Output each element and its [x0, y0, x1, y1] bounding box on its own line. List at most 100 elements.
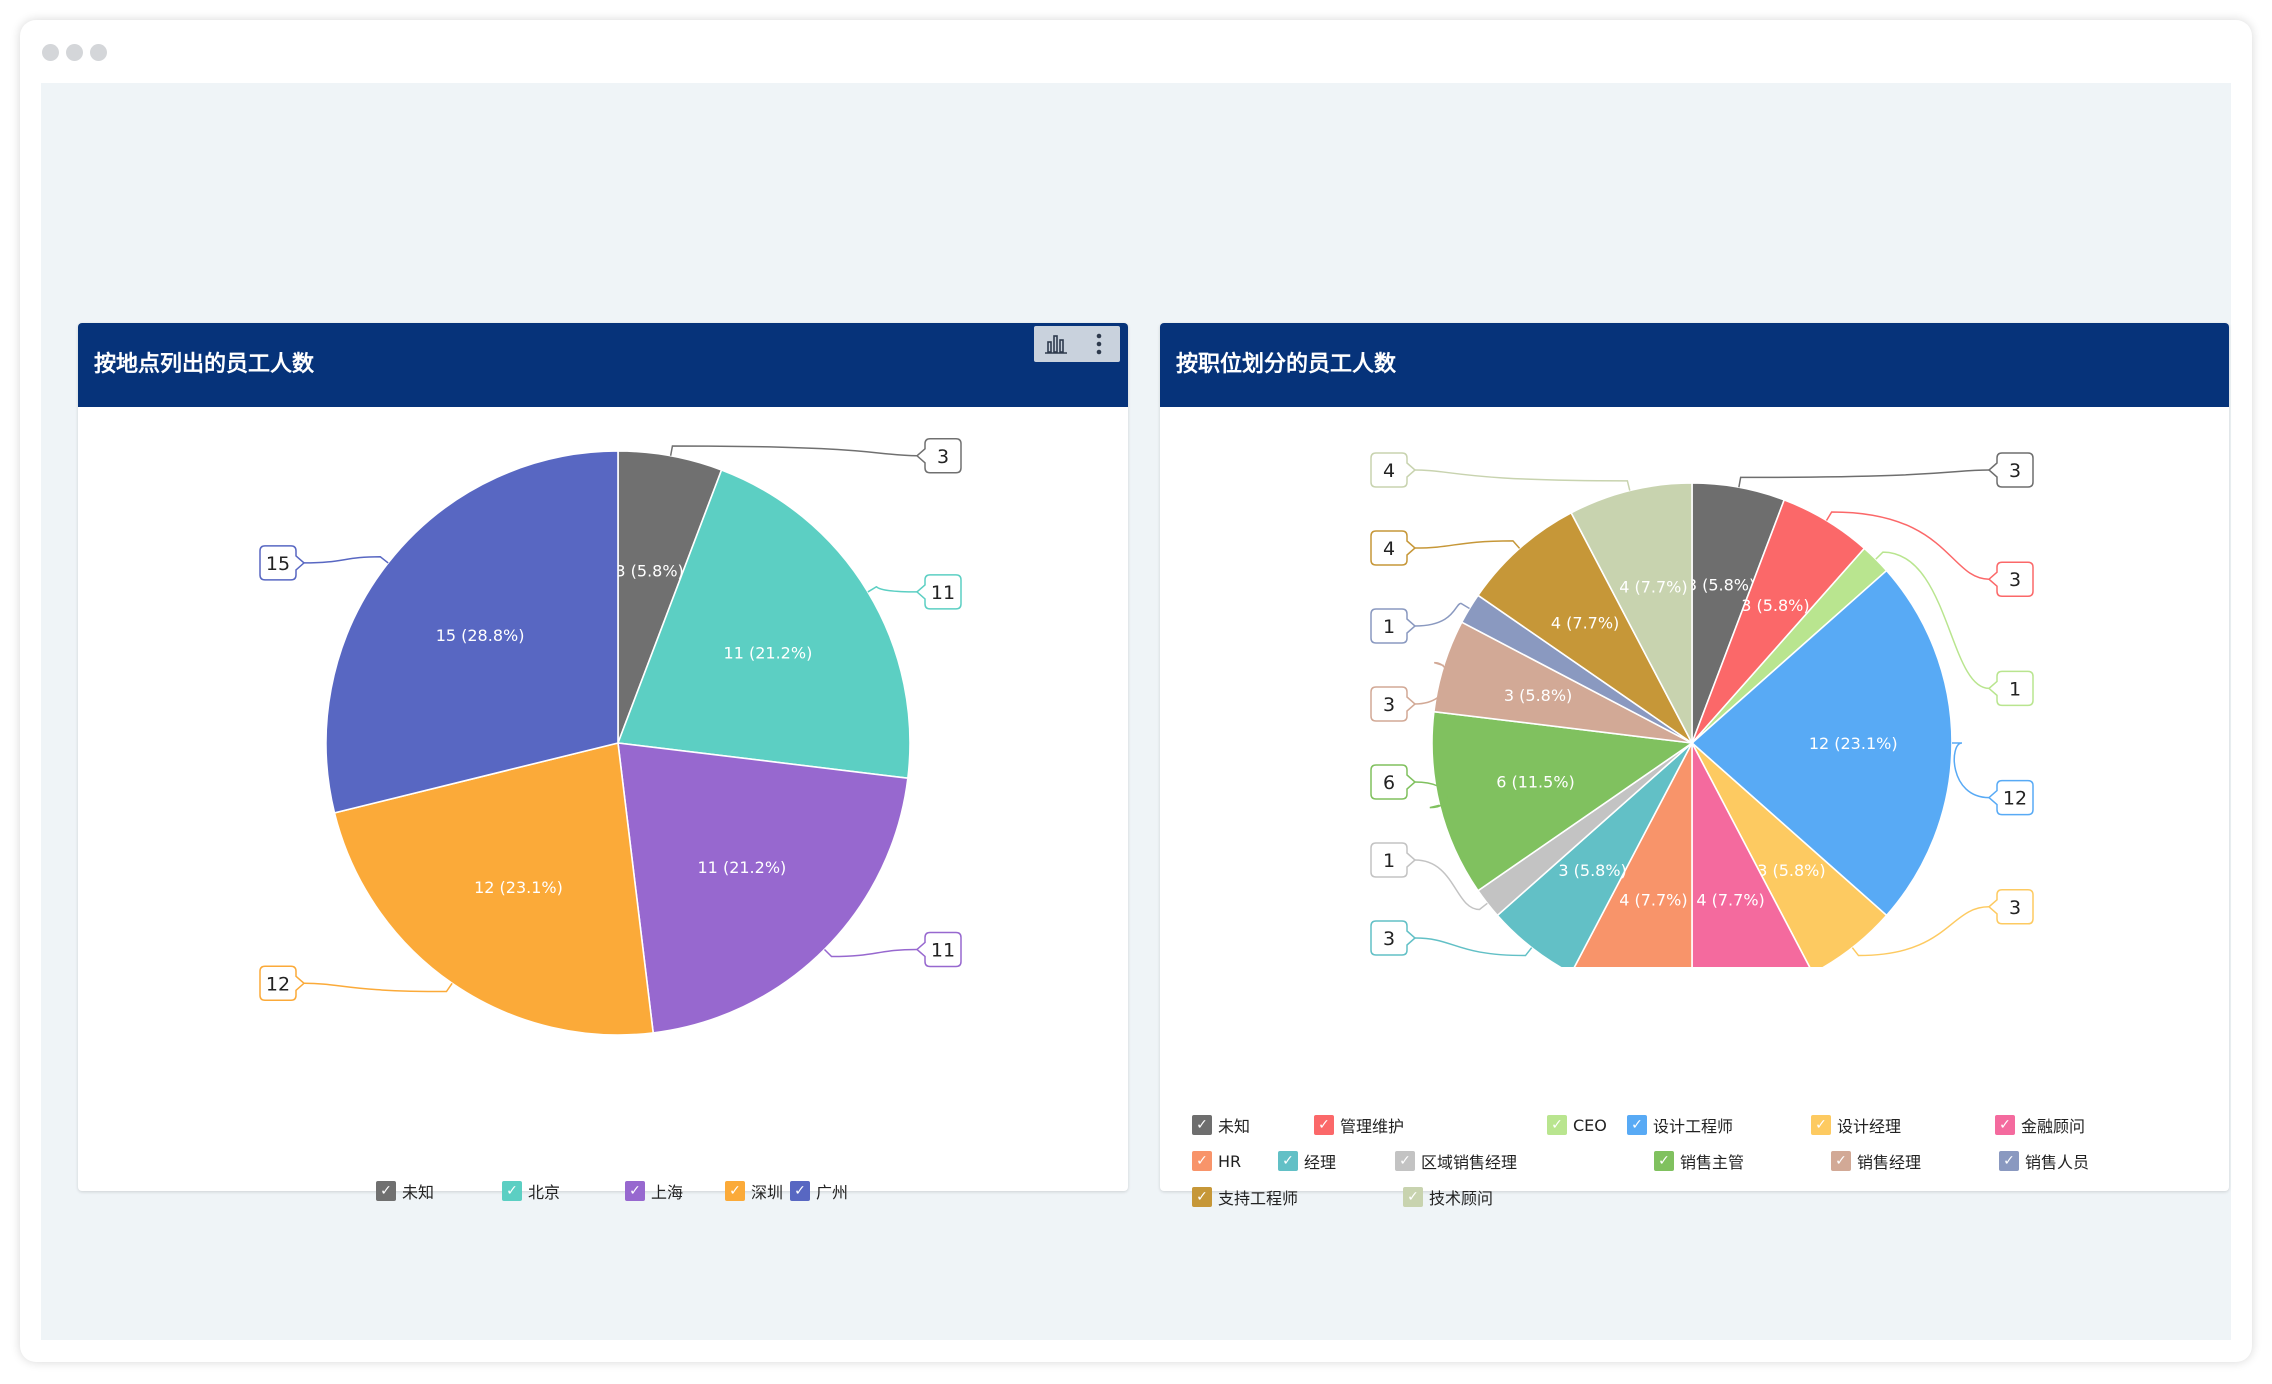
- legend-item[interactable]: ✓ 销售主管: [1654, 1149, 1744, 1173]
- checkmark-icon[interactable]: ✓: [1192, 1151, 1212, 1171]
- checkmark-icon[interactable]: ✓: [1999, 1151, 2019, 1171]
- checkmark-icon[interactable]: ✓: [1314, 1115, 1334, 1135]
- window-dot-icon: [42, 44, 59, 61]
- checkmark-icon[interactable]: ✓: [790, 1181, 810, 1201]
- checkmark-icon[interactable]: ✓: [1654, 1151, 1674, 1171]
- legend-item[interactable]: ✓ 经理: [1278, 1149, 1336, 1173]
- callout-box: [1987, 452, 2034, 488]
- legend-item[interactable]: ✓ 设计经理: [1811, 1113, 1901, 1137]
- legend-item[interactable]: ✓ 设计工程师: [1627, 1113, 1733, 1137]
- callout-connector: [1875, 551, 1990, 690]
- legend-item[interactable]: ✓ 广州: [790, 1179, 848, 1203]
- pie-slice[interactable]: [1691, 742, 1813, 967]
- slice-label: 6 (11.5%): [1496, 773, 1575, 792]
- callout-connector: [1825, 511, 1990, 580]
- checkmark-icon[interactable]: ✓: [725, 1181, 745, 1201]
- legend-label: 设计工程师: [1653, 1117, 1734, 1136]
- callout-box: [915, 931, 962, 968]
- checkmark-icon[interactable]: ✓: [1403, 1187, 1423, 1207]
- card-toolbar: [1034, 326, 1120, 362]
- checkmark-icon[interactable]: ✓: [502, 1181, 522, 1201]
- legend-item[interactable]: ✓ 金融顾问: [1995, 1113, 2085, 1137]
- legend-item[interactable]: ✓ 管理维护: [1314, 1113, 1404, 1137]
- card-header: 按地点列出的员工人数: [78, 323, 1128, 407]
- callout-connector: [1414, 602, 1470, 627]
- legend-label: 区域销售经理: [1421, 1153, 1518, 1172]
- checkmark-icon[interactable]: ✓: [1278, 1151, 1298, 1171]
- callout-box: [1370, 920, 1417, 956]
- card-title: 按职位划分的员工人数: [1176, 352, 1397, 377]
- callout-value: 3: [2009, 460, 2021, 482]
- callout-box: [915, 574, 962, 610]
- legend-item[interactable]: ✓ 区域销售经理: [1395, 1149, 1517, 1173]
- dashboard: 按地点列出的员工人数: [41, 83, 2231, 1340]
- callout-connector: [1414, 540, 1521, 549]
- callout-connector: [1952, 742, 1990, 799]
- legend-label: 未知: [402, 1183, 435, 1202]
- window-dot-icon: [66, 44, 83, 61]
- pie-slice[interactable]: [325, 450, 619, 814]
- slice-label: 15 (28.8%): [436, 626, 525, 645]
- pie-slice[interactable]: [1690, 569, 1953, 917]
- checkmark-icon[interactable]: ✓: [1811, 1115, 1831, 1135]
- legend-item[interactable]: ✓ HR: [1192, 1149, 1241, 1173]
- legend-label: 销售主管: [1680, 1153, 1745, 1172]
- more-vertical-icon[interactable]: [1077, 326, 1120, 362]
- bar-chart-icon[interactable]: [1034, 326, 1077, 362]
- slice-label: 3 (5.8%): [1687, 575, 1755, 594]
- legend-item[interactable]: ✓ 上海: [625, 1179, 683, 1203]
- legend-item[interactable]: ✓ 深圳: [725, 1179, 783, 1203]
- checkmark-icon[interactable]: ✓: [376, 1181, 396, 1201]
- checkmark-icon[interactable]: ✓: [1395, 1151, 1415, 1171]
- legend-label: 销售人员: [2025, 1153, 2090, 1172]
- callout-value: 11: [931, 582, 955, 604]
- callout-box: [1987, 561, 2034, 597]
- checkmark-icon[interactable]: ✓: [625, 1181, 645, 1201]
- checkmark-icon[interactable]: ✓: [1831, 1151, 1851, 1171]
- slice-label: 3 (5.8%): [1757, 861, 1825, 880]
- legend-item[interactable]: ✓ 技术顾问: [1403, 1185, 1493, 1209]
- card-title: 按地点列出的员工人数: [94, 352, 315, 377]
- legend-item[interactable]: ✓ 支持工程师: [1192, 1185, 1298, 1209]
- legend-label: 金融顾问: [2021, 1117, 2086, 1136]
- callout-value: 12: [266, 973, 290, 995]
- slice-label: 11 (21.2%): [698, 858, 787, 877]
- legend-label: 支持工程师: [1218, 1189, 1299, 1208]
- location-chart-card: 按地点列出的员工人数: [78, 323, 1128, 1202]
- checkmark-icon[interactable]: ✓: [1192, 1187, 1212, 1207]
- legend-label: 上海: [651, 1183, 684, 1202]
- legend-label: 管理维护: [1340, 1117, 1405, 1136]
- legend-item[interactable]: ✓ CEO: [1547, 1113, 1607, 1137]
- slice-label: 4 (7.7%): [1696, 891, 1764, 910]
- callout-connector: [1414, 859, 1488, 911]
- callout-connector: [303, 556, 389, 564]
- checkmark-icon[interactable]: ✓: [1547, 1115, 1567, 1135]
- legend-item[interactable]: ✓ 北京: [502, 1179, 560, 1203]
- slice-label: 11 (21.2%): [724, 643, 813, 662]
- checkmark-icon[interactable]: ✓: [1627, 1115, 1647, 1135]
- callout-value: 3: [2009, 569, 2021, 591]
- legend-item[interactable]: ✓ 销售经理: [1831, 1149, 1921, 1173]
- callout-connector: [1414, 661, 1449, 705]
- callout-value: 3: [2009, 897, 2021, 919]
- callout-box: [1370, 530, 1417, 566]
- legend-item[interactable]: ✓ 销售人员: [1999, 1149, 2089, 1173]
- pie-slice[interactable]: [1431, 710, 1695, 892]
- pie-slice[interactable]: [617, 742, 909, 1034]
- legend-label: 广州: [816, 1183, 849, 1202]
- callout-connector: [867, 586, 918, 593]
- callout-value: 11: [931, 939, 955, 961]
- checkmark-icon[interactable]: ✓: [1192, 1115, 1212, 1135]
- slice-label: 4 (7.7%): [1619, 891, 1687, 910]
- checkmark-icon[interactable]: ✓: [1995, 1115, 2015, 1135]
- slice-label: 3 (5.8%): [1558, 861, 1626, 880]
- callout-connector: [1414, 781, 1448, 809]
- callout-connector: [303, 982, 453, 993]
- callout-box: [1370, 764, 1417, 800]
- legend-item[interactable]: ✓ 未知: [1192, 1113, 1250, 1137]
- callout-value: 3: [937, 446, 949, 468]
- card-header: 按职位划分的员工人数: [1160, 323, 2229, 407]
- callout-box: [1370, 686, 1417, 722]
- callout-connector: [1414, 469, 1631, 491]
- legend-item[interactable]: ✓ 未知: [376, 1179, 434, 1203]
